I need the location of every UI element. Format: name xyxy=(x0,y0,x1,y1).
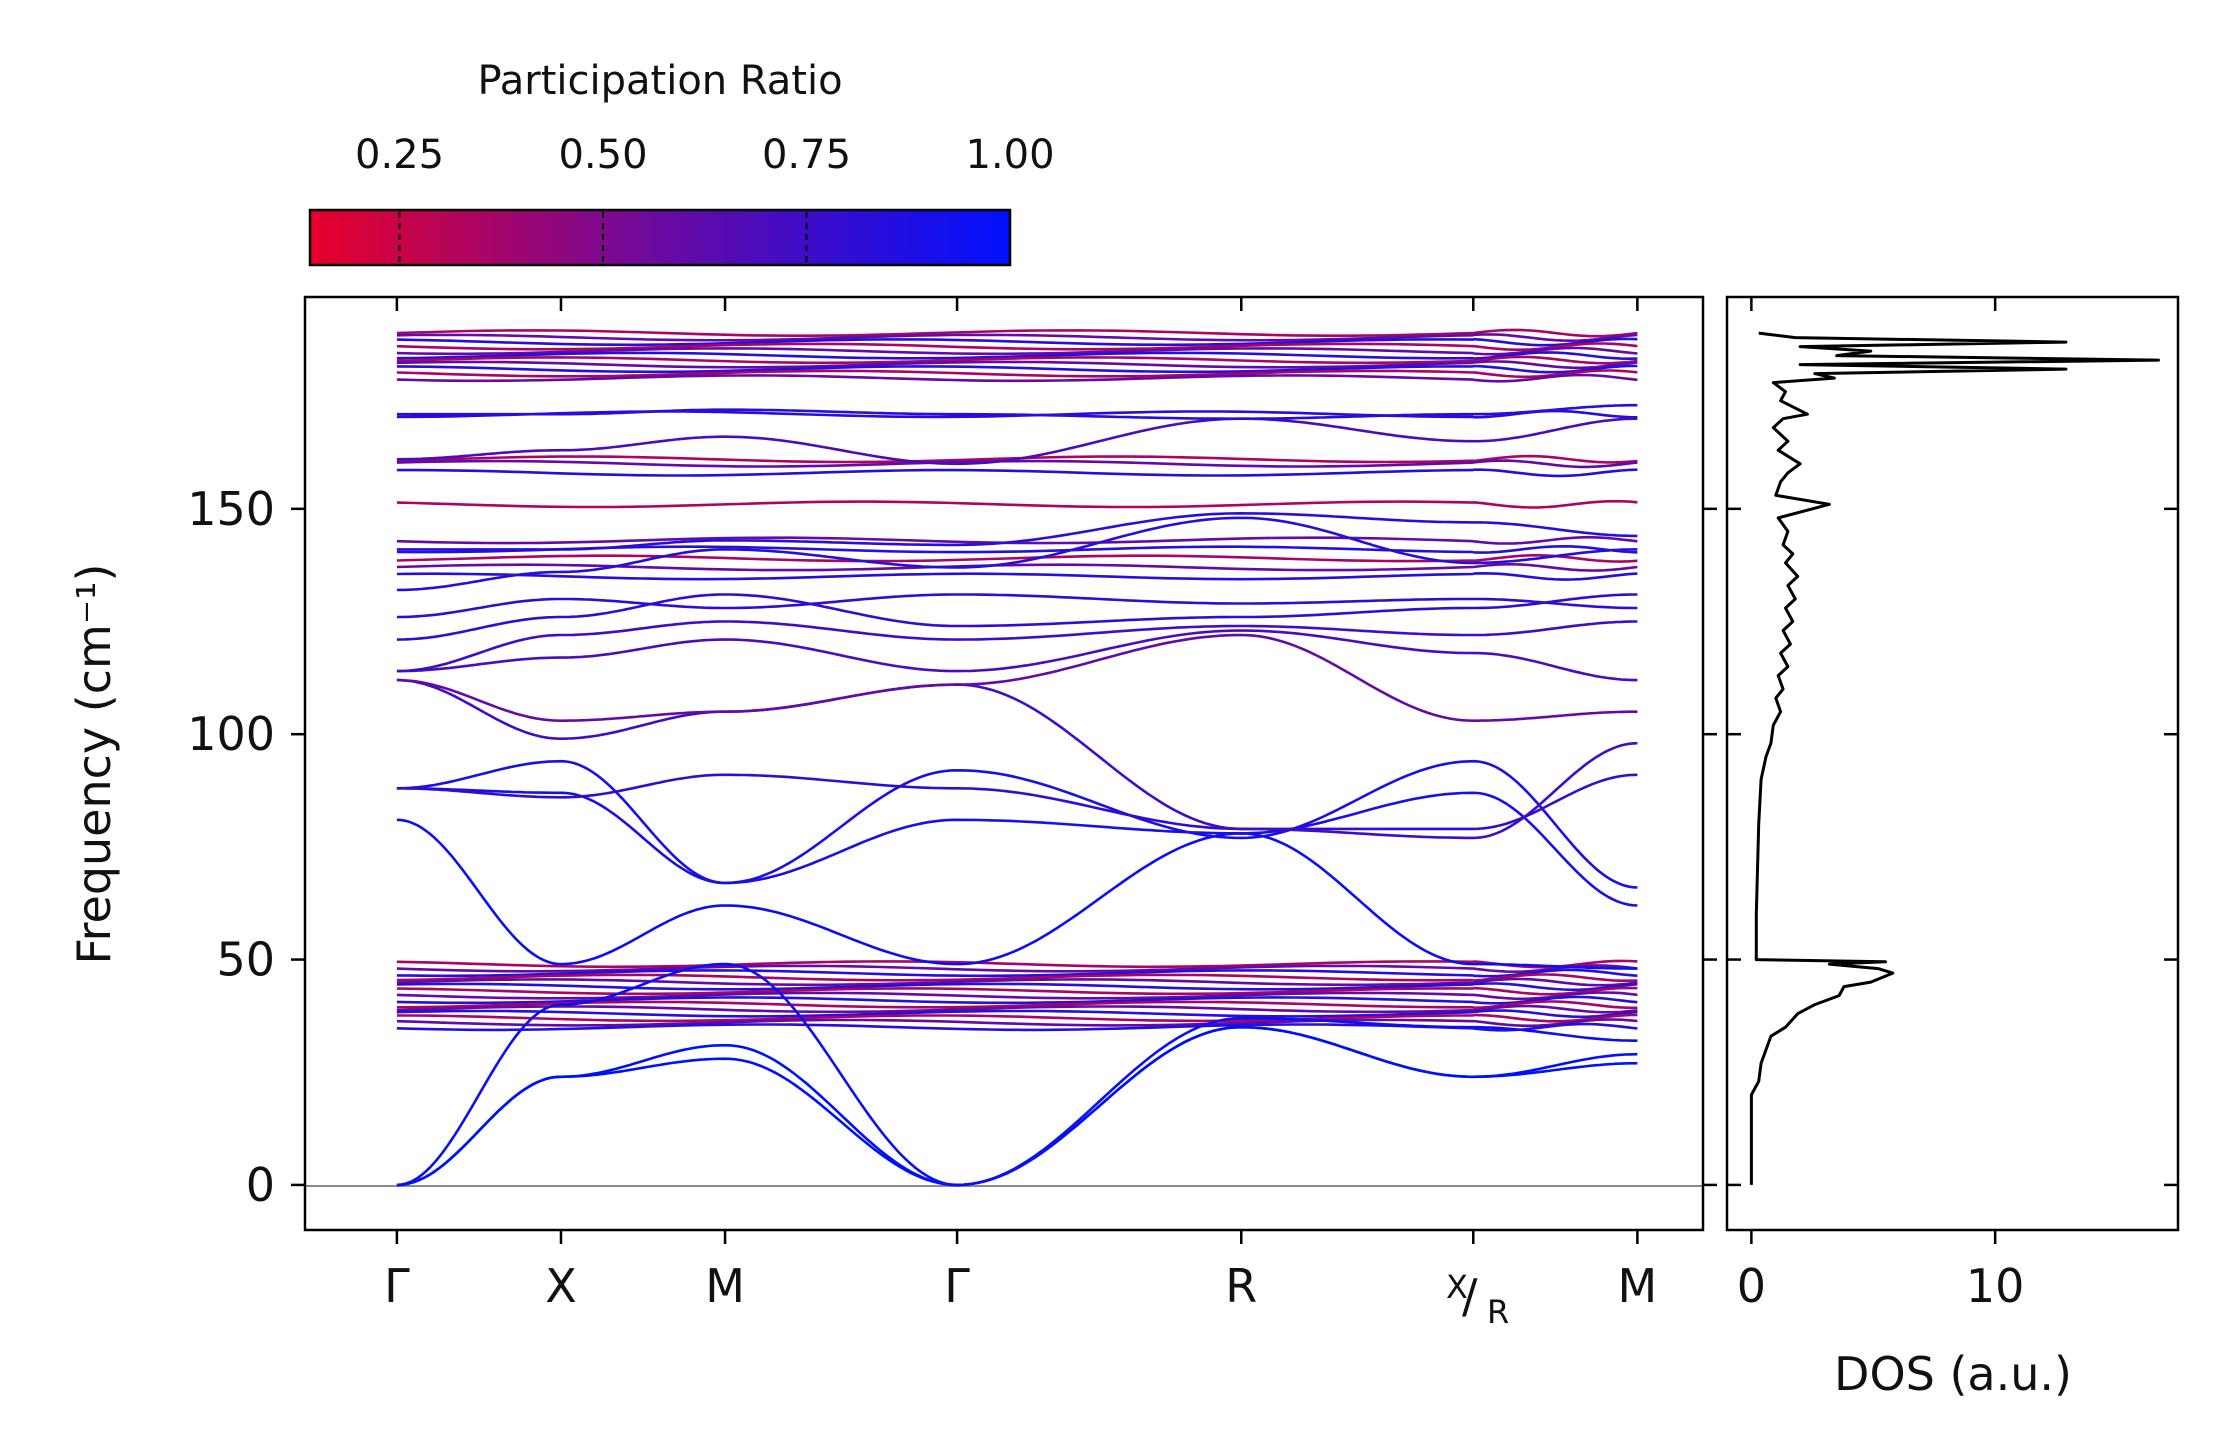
flat-band xyxy=(396,995,1638,1005)
band-optic-114a xyxy=(396,629,1638,682)
flat-band xyxy=(396,454,1638,464)
band-acoustic-1 xyxy=(396,1025,1638,1187)
band-optic-141 xyxy=(396,511,1638,551)
flat-band xyxy=(396,468,1638,478)
y-tick-label: 100 xyxy=(187,707,275,761)
flat-band xyxy=(396,364,1638,374)
flat-band xyxy=(396,977,1638,987)
band-optic-126 xyxy=(396,593,1638,619)
k-label-slash: / xyxy=(1462,1269,1478,1323)
k-label-x-upper: X xyxy=(1446,1268,1468,1306)
y-axis-label: Frequency (cm⁻¹) xyxy=(67,564,121,965)
k-label: X xyxy=(545,1259,577,1313)
flat-band xyxy=(396,369,1638,379)
dos-x-tick-label: 0 xyxy=(1737,1259,1766,1313)
colorbar-gradient xyxy=(308,208,1012,267)
dos-x-axis-label: DOS (a.u.) xyxy=(1834,1347,2072,1401)
dos-x-tick-label: 10 xyxy=(1966,1259,2025,1313)
k-label: M xyxy=(705,1259,745,1313)
flat-band xyxy=(396,571,1638,581)
band-acoustic-3 xyxy=(396,962,1638,1187)
y-tick-label: 50 xyxy=(216,933,275,987)
band-optic-132 xyxy=(396,516,1638,592)
band-axis-ticks: 0 50 100 150 xyxy=(187,297,2178,1244)
k-label: Γ xyxy=(384,1259,410,1313)
flat-band xyxy=(396,346,1638,356)
flat-band xyxy=(396,499,1638,509)
k-label-r-lower: R xyxy=(1487,1293,1509,1331)
flat-band xyxy=(396,373,1638,383)
flat-band xyxy=(396,351,1638,361)
dos-axis-ticks: 0 10 xyxy=(1737,297,2025,1313)
colorbar-tick-label: 0.75 xyxy=(762,132,851,178)
flat-band xyxy=(396,982,1638,992)
colorbar-tick-label: 1.00 xyxy=(965,132,1054,178)
flat-band xyxy=(396,328,1638,338)
colorbar: Participation Ratio 0.25 0.50 0.75 1.00 xyxy=(308,58,1055,267)
dos-panel: 0 10 DOS (a.u.) xyxy=(1725,295,2180,1401)
colorbar-tick-label: 0.25 xyxy=(355,132,444,178)
band-optic-121 xyxy=(396,593,1638,641)
y-tick-label: 150 xyxy=(187,482,275,536)
band-acoustic-2 xyxy=(396,1025,1638,1187)
colorbar-label: Participation Ratio xyxy=(477,58,842,104)
y-tick-label: 0 xyxy=(246,1158,275,1212)
dos-curve xyxy=(1749,331,2160,1185)
band-optic-82 xyxy=(396,818,1638,970)
flat-band xyxy=(396,1009,1638,1019)
flat-band xyxy=(396,1004,1638,1014)
colorbar-tick-label: 0.50 xyxy=(558,132,647,178)
flat-band xyxy=(396,360,1638,370)
band-optic-112a xyxy=(396,678,1638,840)
flat-band xyxy=(396,342,1638,351)
band-optic-114b xyxy=(396,620,1638,673)
flat-band xyxy=(396,535,1638,545)
band-optic-171 xyxy=(396,403,1638,420)
flat-band xyxy=(396,337,1638,347)
dos-frame xyxy=(1725,295,2180,1232)
band-optic-112b xyxy=(396,633,1638,722)
flat-band xyxy=(396,973,1638,982)
flat-band xyxy=(396,1018,1638,1028)
flat-band xyxy=(396,968,1638,978)
k-label-split: X / R xyxy=(1446,1268,1509,1331)
flat-band xyxy=(396,991,1638,1001)
k-label: R xyxy=(1225,1259,1257,1313)
k-label: M xyxy=(1618,1259,1658,1313)
flat-band xyxy=(396,355,1638,365)
flat-band xyxy=(396,964,1638,974)
flat-band xyxy=(396,986,1638,996)
phonon-bands xyxy=(396,328,1638,1187)
colorbar-ticks: 0.25 0.50 0.75 1.00 xyxy=(355,132,1055,263)
flat-band xyxy=(396,333,1638,343)
band-optic-88b xyxy=(396,759,1638,889)
k-label: Γ xyxy=(944,1259,970,1313)
flat-band xyxy=(396,1022,1638,1032)
band-optic-88a xyxy=(396,787,1638,907)
band-optic-161 xyxy=(396,417,1638,466)
band-frame xyxy=(303,295,1705,1232)
